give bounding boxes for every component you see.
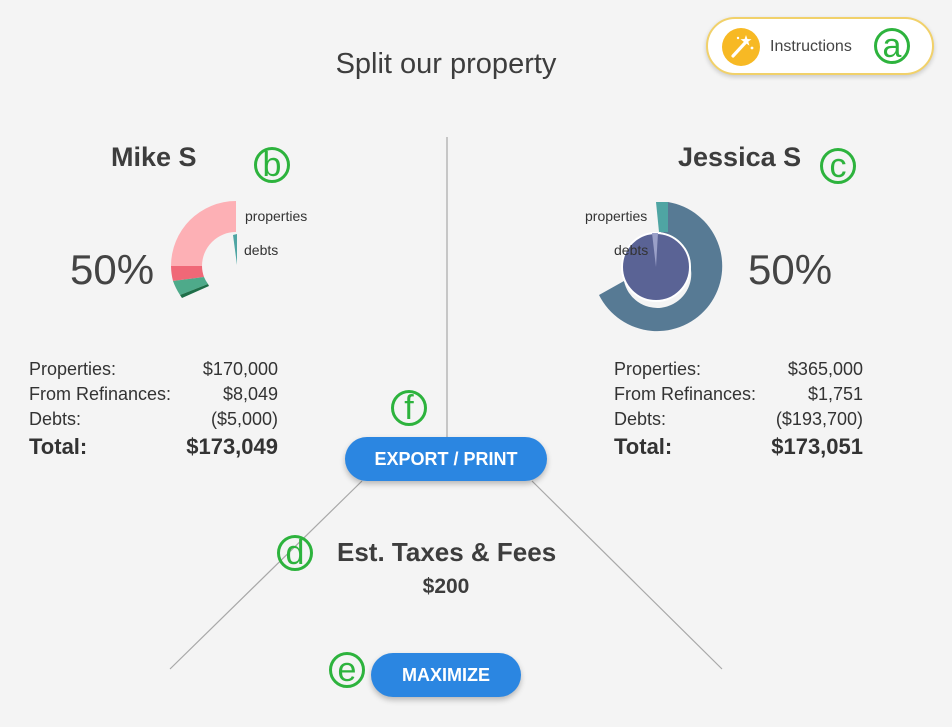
debts-arc (233, 234, 237, 265)
taxes-fees-label: Est. Taxes & Fees (337, 537, 557, 567)
summary-label: From Refinances: (614, 384, 757, 404)
marker-f: f (391, 390, 427, 426)
marker-d: d (277, 535, 313, 571)
person-name-left: Mike S (111, 142, 197, 172)
refinance-arc (656, 202, 668, 232)
summary-label: From Refinances: (29, 384, 172, 404)
summary-value: $8,049 (222, 384, 278, 404)
taxes-fees-value: $200 (422, 575, 470, 598)
marker-c: c (820, 148, 856, 184)
split-donut-chart-right (599, 202, 723, 332)
refinance-arc (173, 277, 208, 295)
summary-row-properties: Properties: $365,000 (614, 359, 863, 384)
summary-value: $1,751 (807, 384, 863, 404)
summary-value: $173,049 (186, 434, 278, 459)
marker-e: e (329, 652, 365, 688)
legend-debts-left: debts (244, 242, 279, 258)
marker-b: b (254, 147, 290, 183)
page-title: Split our property (335, 48, 557, 80)
summary-value: $365,000 (787, 359, 863, 379)
summary-row-debts: Debts: ($5,000) (29, 409, 278, 434)
export-print-button[interactable]: EXPORT / PRINT (345, 437, 547, 481)
summary-label: Total: (614, 434, 673, 459)
summary-value: ($193,700) (775, 409, 863, 429)
summary-row-total: Total: $173,049 (29, 434, 278, 464)
properties-arc-secondary (171, 266, 204, 281)
summary-value: $170,000 (202, 359, 278, 379)
person-name-right: Jessica S (678, 142, 802, 172)
split-percent-right: 50% (748, 246, 833, 293)
summary-row-properties: Properties: $170,000 (29, 359, 278, 384)
magic-wand-icon (722, 28, 760, 66)
split-donut-chart-left (171, 201, 237, 298)
summary-label: Properties: (614, 359, 702, 379)
summary-value: ($5,000) (210, 409, 278, 429)
marker-a: a (874, 28, 910, 64)
summary-label: Total: (29, 434, 88, 459)
legend-properties-left: properties (245, 208, 308, 224)
summary-row-refinances: From Refinances: $8,049 (29, 384, 278, 409)
summary-label: Debts: (614, 409, 667, 429)
legend-properties-right: properties (585, 208, 648, 224)
split-percent-left: 50% (70, 246, 155, 293)
instructions-label: Instructions (770, 38, 852, 55)
summary-label: Debts: (29, 409, 82, 429)
summary-left: Properties: $170,000 From Refinances: $8,0… (29, 359, 278, 464)
summary-right: Properties: $365,000 From Refinances: $1,7… (614, 359, 863, 464)
summary-value: $173,051 (771, 434, 863, 459)
summary-label: Properties: (29, 359, 117, 379)
summary-row-refinances: From Refinances: $1,751 (614, 384, 863, 409)
properties-arc (599, 202, 723, 332)
maximize-button[interactable]: MAXIMIZE (371, 653, 521, 697)
legend-debts-right: debts (614, 242, 649, 258)
debts-pie-slice (652, 233, 658, 267)
properties-arc (171, 201, 236, 266)
refinance-arc-dark (180, 284, 209, 298)
summary-row-total: Total: $173,051 (614, 434, 863, 464)
summary-row-debts: Debts: ($193,700) (614, 409, 863, 434)
